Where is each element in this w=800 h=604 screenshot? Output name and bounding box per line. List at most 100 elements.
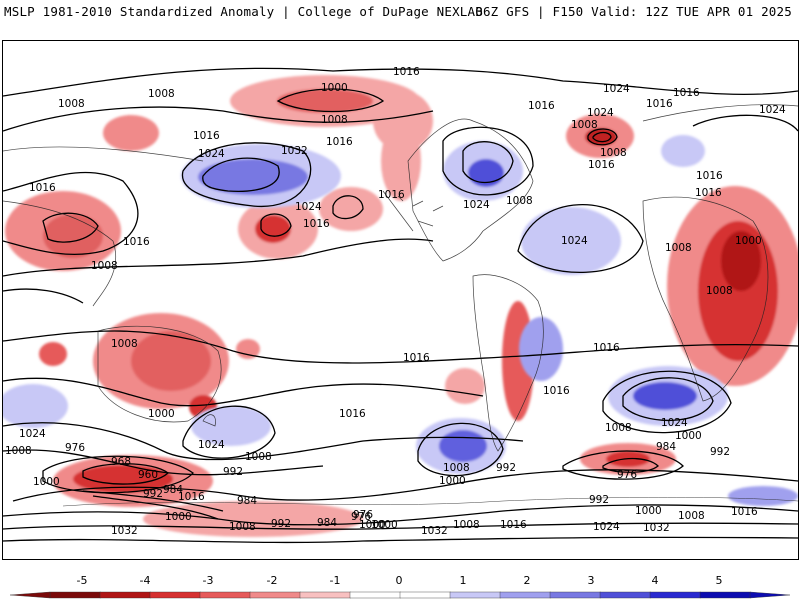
isobar-label: 1008 — [678, 510, 705, 522]
isobar-label: 1016 — [303, 218, 330, 230]
colorbar-tick-label: -5 — [76, 574, 88, 587]
colorbar-max-extend — [749, 591, 791, 599]
colorbar-segment — [499, 591, 551, 599]
isobar-label: 976 — [617, 469, 637, 481]
colorbar-segment — [699, 591, 751, 599]
isobar-label: 1016 — [588, 159, 615, 171]
isobar-label: 1008 — [229, 521, 256, 533]
isobar-label: 1016 — [696, 170, 723, 182]
isobar-label: 1008 — [600, 147, 627, 159]
colorbar-tick-label: 2 — [523, 574, 531, 587]
isobar-label: 1000 — [635, 505, 662, 517]
isobar-labels: 1016 1008 1008 1000 1024 1016 1008 1016 … — [5, 66, 786, 537]
isobar-label: 1000 — [439, 475, 466, 487]
isobar-label: 1032 — [643, 522, 670, 534]
isobar-label: 1016 — [178, 491, 205, 503]
isobar-label: 1008 — [665, 242, 692, 254]
isobar-label: 1024 — [587, 107, 614, 119]
isobar-label: 1000 — [359, 519, 386, 531]
isobar-label: 1016 — [731, 506, 758, 518]
isobar-label: 1016 — [500, 519, 527, 531]
isobar-label: 1008 — [321, 114, 348, 126]
isobar-label: 992 — [271, 518, 291, 530]
isobar-label: 1016 — [123, 236, 150, 248]
colorbar-segment — [49, 591, 101, 599]
isobar-label: 1024 — [593, 521, 620, 533]
isobar-label: 960 — [138, 469, 158, 481]
isobar-label: 1016 — [193, 130, 220, 142]
colorbar-segment — [449, 591, 501, 599]
isobar-label: 968 — [111, 456, 131, 468]
colorbar-tick-label: 5 — [715, 574, 723, 587]
isobar-label: 1016 — [403, 352, 430, 364]
isobar-label: 1016 — [673, 87, 700, 99]
colorbar-tick-label: -1 — [329, 574, 341, 587]
isobar-contours — [3, 67, 798, 544]
isobar-label: 1016 — [393, 66, 420, 78]
colorbar-segments — [9, 591, 791, 599]
isobar-label: 1008 — [443, 462, 470, 474]
colorbar-tick-label: -3 — [202, 574, 214, 587]
isobar-label: 1016 — [695, 187, 722, 199]
isobar-label: 976 — [65, 442, 85, 454]
isobar-label: 1016 — [339, 408, 366, 420]
isobar-label: 1024 — [759, 104, 786, 116]
isobar-label: 1016 — [593, 342, 620, 354]
isobar-label: 1024 — [198, 439, 225, 451]
isobar-label: 992 — [223, 466, 243, 478]
map-title: MSLP 1981-2010 Standardized Anomaly | Co… — [4, 4, 483, 19]
isobar-label: 1032 — [111, 525, 138, 537]
isobar-label: 1000 — [675, 430, 702, 442]
isobar-label: 1008 — [506, 195, 533, 207]
isobar-label: 1024 — [295, 201, 322, 213]
map-panel: 1016 1008 1008 1000 1024 1016 1008 1016 … — [2, 40, 799, 560]
isobar-label: 1008 — [58, 98, 85, 110]
colorbar — [0, 572, 800, 600]
colorbar-tick-label: 3 — [587, 574, 595, 587]
colorbar-segment — [299, 591, 351, 599]
colorbar-min-extend — [9, 591, 51, 599]
isobar-label: 976 — [351, 511, 371, 523]
isobar-label: 1000 — [33, 476, 60, 488]
isobar-label: 1008 — [111, 338, 138, 350]
isobar-label: 1016 — [646, 98, 673, 110]
isobar-label: 984 — [656, 441, 676, 453]
isobar-label: 1008 — [148, 88, 175, 100]
isobar-label: 992 — [589, 494, 609, 506]
colorbar-svg — [9, 591, 791, 599]
isobar-label: 984 — [163, 484, 183, 496]
isobar-label: 1016 — [528, 100, 555, 112]
isobar-label: 992 — [143, 488, 163, 500]
isobar-label: 1000 — [165, 511, 192, 523]
model-run-info: 06Z GFS | F150 Valid: 12Z TUE APR 01 202… — [475, 4, 792, 19]
colorbar-segment — [349, 591, 401, 599]
colorbar-segment — [99, 591, 151, 599]
isobar-label: 1024 — [198, 148, 225, 160]
isobar-label: 1008 — [245, 451, 272, 463]
colorbar-tick-label: 0 — [395, 574, 403, 587]
isobar-label: 1024 — [661, 417, 688, 429]
colorbar-segment — [599, 591, 651, 599]
isobar-label: 1008 — [605, 422, 632, 434]
isobar-label: 984 — [237, 495, 257, 507]
colorbar-tick-label: -4 — [139, 574, 151, 587]
isobar-label: 1016 — [29, 182, 56, 194]
isobar-label: 1008 — [706, 285, 733, 297]
colorbar-segment — [249, 591, 301, 599]
colorbar-segment — [199, 591, 251, 599]
isobar-label: 1008 — [453, 519, 480, 531]
isobar-label: 1024 — [561, 235, 588, 247]
isobar-label: 992 — [496, 462, 516, 474]
colorbar-segment — [649, 591, 701, 599]
isobar-label: 1032 — [421, 525, 448, 537]
colorbar-segment — [149, 591, 201, 599]
colorbar-tick-label: 1 — [459, 574, 467, 587]
isobar-label: 1008 — [571, 119, 598, 131]
isobar-label: 1016 — [378, 189, 405, 201]
isobar-label: 1016 — [543, 385, 570, 397]
anomaly-map: 1016 1008 1008 1000 1024 1016 1008 1016 … — [3, 66, 798, 544]
isobar-label: 1000 — [321, 82, 348, 94]
colorbar-segment — [549, 591, 601, 599]
colorbar-segment — [399, 591, 451, 599]
isobar-label: 1024 — [463, 199, 490, 211]
